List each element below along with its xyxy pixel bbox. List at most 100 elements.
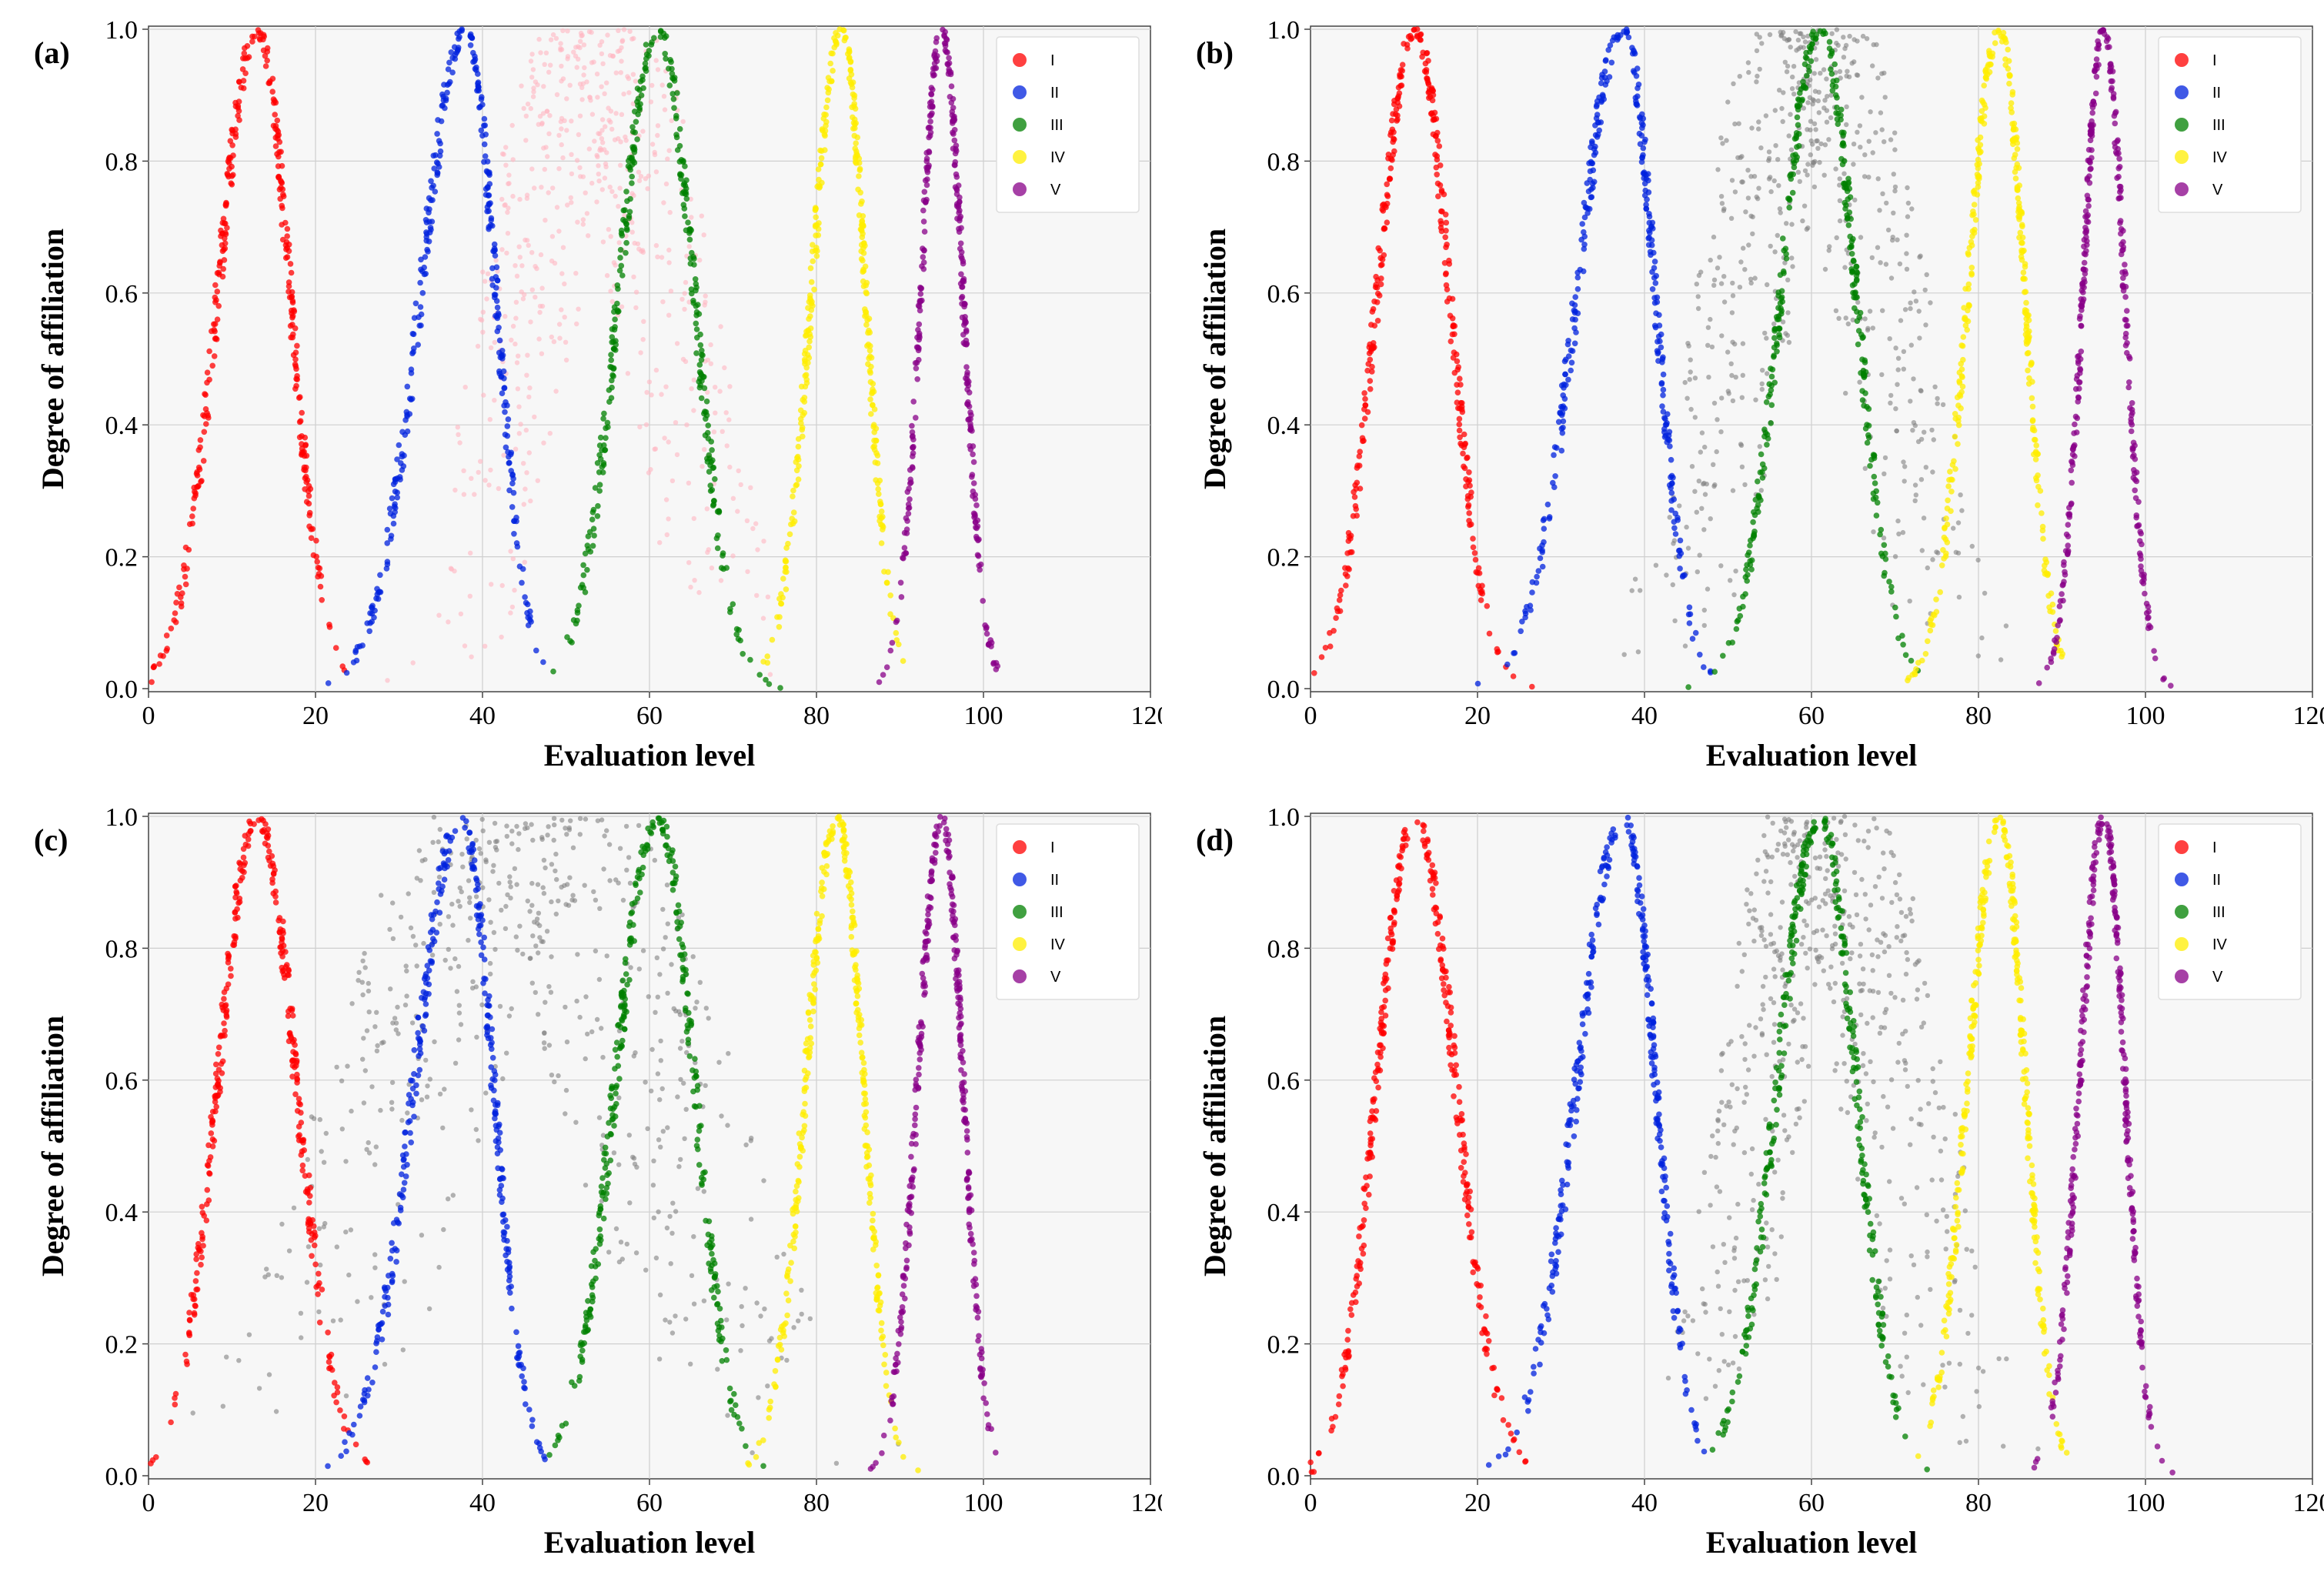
- data-point-iii: [1752, 496, 1759, 503]
- data-point-sample: [616, 204, 621, 209]
- data-point-sample: [1829, 31, 1835, 36]
- data-point-iii: [597, 455, 604, 462]
- data-point-iv: [1940, 547, 1946, 553]
- data-point-sample: [488, 345, 494, 351]
- data-point-sample: [683, 279, 689, 285]
- data-point-ii: [386, 506, 393, 512]
- data-point-sample: [503, 145, 509, 150]
- data-point-ii: [396, 442, 402, 449]
- data-point-sample: [1719, 333, 1725, 339]
- data-point-sample: [509, 337, 514, 343]
- data-point-iii: [694, 335, 700, 341]
- data-point-ii: [505, 416, 512, 422]
- data-point-sample: [719, 1113, 724, 1119]
- data-point-i: [1486, 630, 1493, 637]
- data-point-iv: [859, 222, 866, 228]
- data-point-iii: [710, 502, 717, 508]
- data-point-sample: [673, 1209, 679, 1214]
- data-point-sample: [601, 866, 606, 872]
- data-point-iv: [867, 396, 873, 402]
- legend-label-iv: IV: [1050, 149, 1066, 166]
- data-point-sample: [1871, 42, 1876, 48]
- data-point-iii: [643, 68, 649, 74]
- data-point-ii: [1634, 85, 1641, 92]
- data-point-i: [185, 546, 192, 553]
- data-point-sample: [589, 60, 595, 65]
- data-point-sample: [711, 429, 717, 435]
- data-point-sample: [1862, 174, 1868, 179]
- data-point-sample: [541, 84, 546, 89]
- data-point-iv: [2035, 502, 2041, 509]
- data-point-ii: [474, 88, 480, 94]
- data-point-iii: [1859, 397, 1866, 403]
- data-point-iv: [877, 518, 883, 524]
- data-point-sample: [749, 1136, 754, 1141]
- data-point-iv: [1965, 307, 1971, 314]
- data-point-ii: [1560, 403, 1567, 409]
- data-point-sample: [437, 1091, 443, 1097]
- data-point-i: [307, 1193, 313, 1200]
- data-point-sample: [220, 1403, 225, 1409]
- data-point-ii: [436, 164, 442, 170]
- data-point-iv: [2049, 601, 2056, 608]
- data-point-sample: [506, 205, 511, 211]
- data-point-sample: [563, 1004, 568, 1010]
- data-point-i: [1447, 312, 1454, 319]
- data-point-sample: [1816, 89, 1821, 95]
- data-point-sample: [470, 979, 476, 984]
- data-point-i: [1444, 242, 1450, 248]
- data-point-sample: [693, 1006, 698, 1011]
- data-point-sample: [548, 989, 554, 995]
- data-point-sample: [597, 42, 603, 48]
- data-point-ii: [1646, 235, 1652, 241]
- data-point-sample: [697, 257, 703, 263]
- data-point-sample: [364, 1028, 370, 1033]
- data-point-iii: [596, 469, 603, 476]
- data-point-sample: [753, 521, 759, 526]
- data-point-sample: [558, 47, 563, 53]
- data-point-i: [212, 282, 219, 289]
- data-point-sample: [641, 319, 646, 324]
- data-point-v: [954, 215, 960, 222]
- data-point-sample: [1867, 309, 1873, 314]
- data-point-sample: [669, 1230, 675, 1236]
- data-point-sample: [403, 963, 409, 969]
- data-point-sample: [670, 1200, 676, 1206]
- data-point-sample: [475, 343, 481, 349]
- data-point-sample: [339, 1126, 345, 1132]
- data-point-sample: [1912, 482, 1918, 488]
- data-point-sample: [467, 899, 472, 906]
- data-point-ii: [486, 169, 493, 175]
- data-point-i: [1433, 132, 1439, 139]
- data-point-sample: [1748, 174, 1754, 179]
- data-point-i: [317, 583, 324, 590]
- data-point-sample: [653, 367, 659, 373]
- data-point-iii: [1750, 519, 1756, 526]
- data-point-sample: [1760, 368, 1765, 373]
- data-point-iii: [1861, 402, 1867, 409]
- data-point-sample: [492, 339, 497, 345]
- data-point-ii: [493, 264, 500, 271]
- data-point-sample: [1828, 115, 1834, 121]
- y-tick-label: 0.6: [105, 280, 139, 309]
- panel-b: 0204060801001200.00.20.40.60.81.0Evaluat…: [1162, 0, 2324, 787]
- data-point-sample: [478, 316, 483, 322]
- data-point-ii: [490, 248, 496, 255]
- data-point-iii: [666, 82, 673, 88]
- data-point-v: [2081, 259, 2088, 266]
- data-point-i: [1369, 309, 1376, 315]
- data-point-i: [1343, 582, 1349, 589]
- data-point-sample: [649, 82, 655, 88]
- data-point-sample: [576, 306, 581, 312]
- data-point-v: [952, 184, 959, 190]
- data-point-sample: [1738, 259, 1744, 265]
- data-point-i: [1434, 138, 1441, 144]
- data-point-ii: [503, 444, 509, 451]
- x-axis-label: Evaluation level: [544, 738, 755, 772]
- data-point-i: [1354, 462, 1361, 469]
- data-point-ii: [1667, 443, 1673, 449]
- data-point-iv: [798, 420, 804, 426]
- data-point-sample: [1798, 31, 1804, 36]
- data-point-sample: [575, 219, 580, 225]
- data-point-ii: [1537, 555, 1544, 562]
